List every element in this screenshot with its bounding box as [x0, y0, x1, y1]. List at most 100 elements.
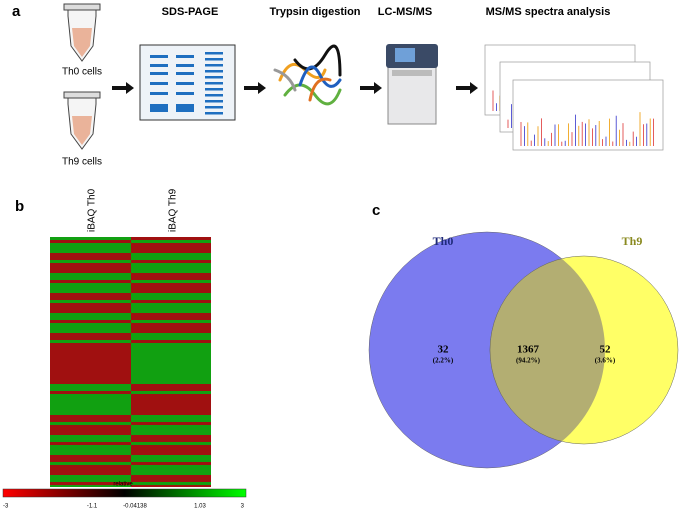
heatmap-cell: [50, 330, 131, 333]
heatmap-cell: [50, 327, 131, 328]
heatmap-cell: [50, 479, 131, 480]
heatmap-cell: [50, 378, 131, 379]
heatmap-cell: [50, 280, 131, 283]
band: [205, 88, 223, 91]
heatmap-cell: [50, 323, 131, 327]
heatmap-cell: [50, 389, 131, 391]
heatmap-cell: [131, 440, 211, 442]
heatmap-cell: [131, 479, 211, 480]
heatmap-cell: [131, 381, 211, 384]
heatmap-cell: [131, 270, 211, 273]
panel-label: b: [15, 198, 24, 215]
heatmap-cell: [131, 250, 211, 253]
heatmap-cell: [50, 338, 131, 340]
band: [150, 104, 168, 112]
heatmap-cell: [50, 308, 131, 310]
heatmap-cell: [50, 248, 131, 250]
heatmap-cell: [131, 263, 211, 267]
heatmap-cell: [50, 238, 131, 240]
column-label: iBAQ Th0: [87, 188, 98, 232]
colorbar-tick: 3: [241, 504, 245, 510]
column-label: iBAQ Th9: [168, 188, 179, 232]
band: [176, 92, 194, 95]
heatmap-cell: [131, 459, 211, 460]
heatmap-cell: [50, 247, 131, 248]
heatmap-cell: [50, 412, 131, 415]
heatmap-cell: [50, 333, 131, 337]
band: [150, 64, 168, 67]
tube-label: Th9 cells: [62, 157, 102, 168]
heatmap-cell: [131, 257, 211, 258]
spectrum-panel: [512, 79, 664, 151]
heatmap-cell: [131, 452, 211, 455]
arrows: [112, 82, 478, 94]
heatmap-cell: [131, 394, 211, 398]
heatmap-cell: [131, 253, 211, 257]
heatmap-cell: [50, 485, 131, 487]
heatmap-cell: [50, 270, 131, 273]
heatmap-cell: [131, 429, 211, 430]
heatmap-cell: [50, 253, 131, 257]
heatmap-cell: [131, 455, 211, 459]
region-count: 32: [438, 344, 450, 356]
band: [150, 55, 168, 58]
heatmap-cell: [50, 318, 131, 320]
spectra: [484, 44, 664, 151]
heatmap-cell: [50, 480, 131, 482]
heatmap-cell: [50, 283, 131, 287]
heatmap-cell: [131, 435, 211, 439]
heatmap-cell: [131, 378, 211, 379]
heatmap-cell: [50, 273, 131, 277]
heatmap-cell: [131, 267, 211, 268]
heatmap-cell: [50, 469, 131, 470]
set-label: Th9: [622, 234, 643, 248]
band: [205, 112, 223, 115]
heatmap-cell: [131, 290, 211, 293]
heatmap-cell: [50, 465, 131, 469]
band: [176, 64, 194, 67]
heatmap-cell: [131, 343, 211, 378]
heatmap-cell: [131, 280, 211, 283]
heatmap-cell: [50, 277, 131, 278]
step-title: LC-MS/MS: [378, 6, 432, 18]
heatmap-cell: [131, 333, 211, 337]
heatmap-cell: [131, 410, 211, 412]
heatmap-cell: [50, 440, 131, 442]
heatmap-cell: [131, 248, 211, 250]
heatmap-cell: [50, 313, 131, 317]
heatmap-cell: [131, 430, 211, 432]
heatmap-cell: [50, 263, 131, 267]
heatmap-cell: [50, 460, 131, 462]
heatmap-cell: [131, 327, 211, 328]
region-percent: (94.2%): [516, 357, 541, 365]
heatmap-cell: [50, 419, 131, 420]
panel-label: c: [372, 202, 380, 219]
heatmap-cell: [131, 425, 211, 429]
band: [205, 52, 223, 55]
heatmap-cell: [50, 429, 131, 430]
heatmap-cell: [131, 297, 211, 298]
heatmap-cell: [131, 442, 211, 445]
ms-instrument: [386, 44, 438, 125]
region-percent: (3.6%): [595, 357, 616, 365]
heatmap-cell: [50, 267, 131, 268]
heatmap-cell: [50, 452, 131, 455]
heatmap-cell: [131, 449, 211, 450]
heatmap-cell: [131, 482, 211, 485]
heatmap-cell: [131, 313, 211, 317]
heatmap-cell: [131, 389, 211, 391]
heatmap-cell: [50, 307, 131, 308]
heatmap-cell: [50, 328, 131, 330]
set-label: Th0: [433, 234, 454, 248]
band: [150, 72, 168, 75]
heatmap-cell: [131, 300, 211, 303]
heatmap-cell: [50, 343, 131, 378]
heatmap-cell: [50, 250, 131, 253]
band: [205, 76, 223, 79]
heatmap-cell: [131, 320, 211, 323]
region-count: 52: [600, 344, 612, 356]
heatmap-cell: [131, 439, 211, 440]
heatmap-cell: [50, 470, 131, 472]
heatmap-cell: [131, 330, 211, 333]
